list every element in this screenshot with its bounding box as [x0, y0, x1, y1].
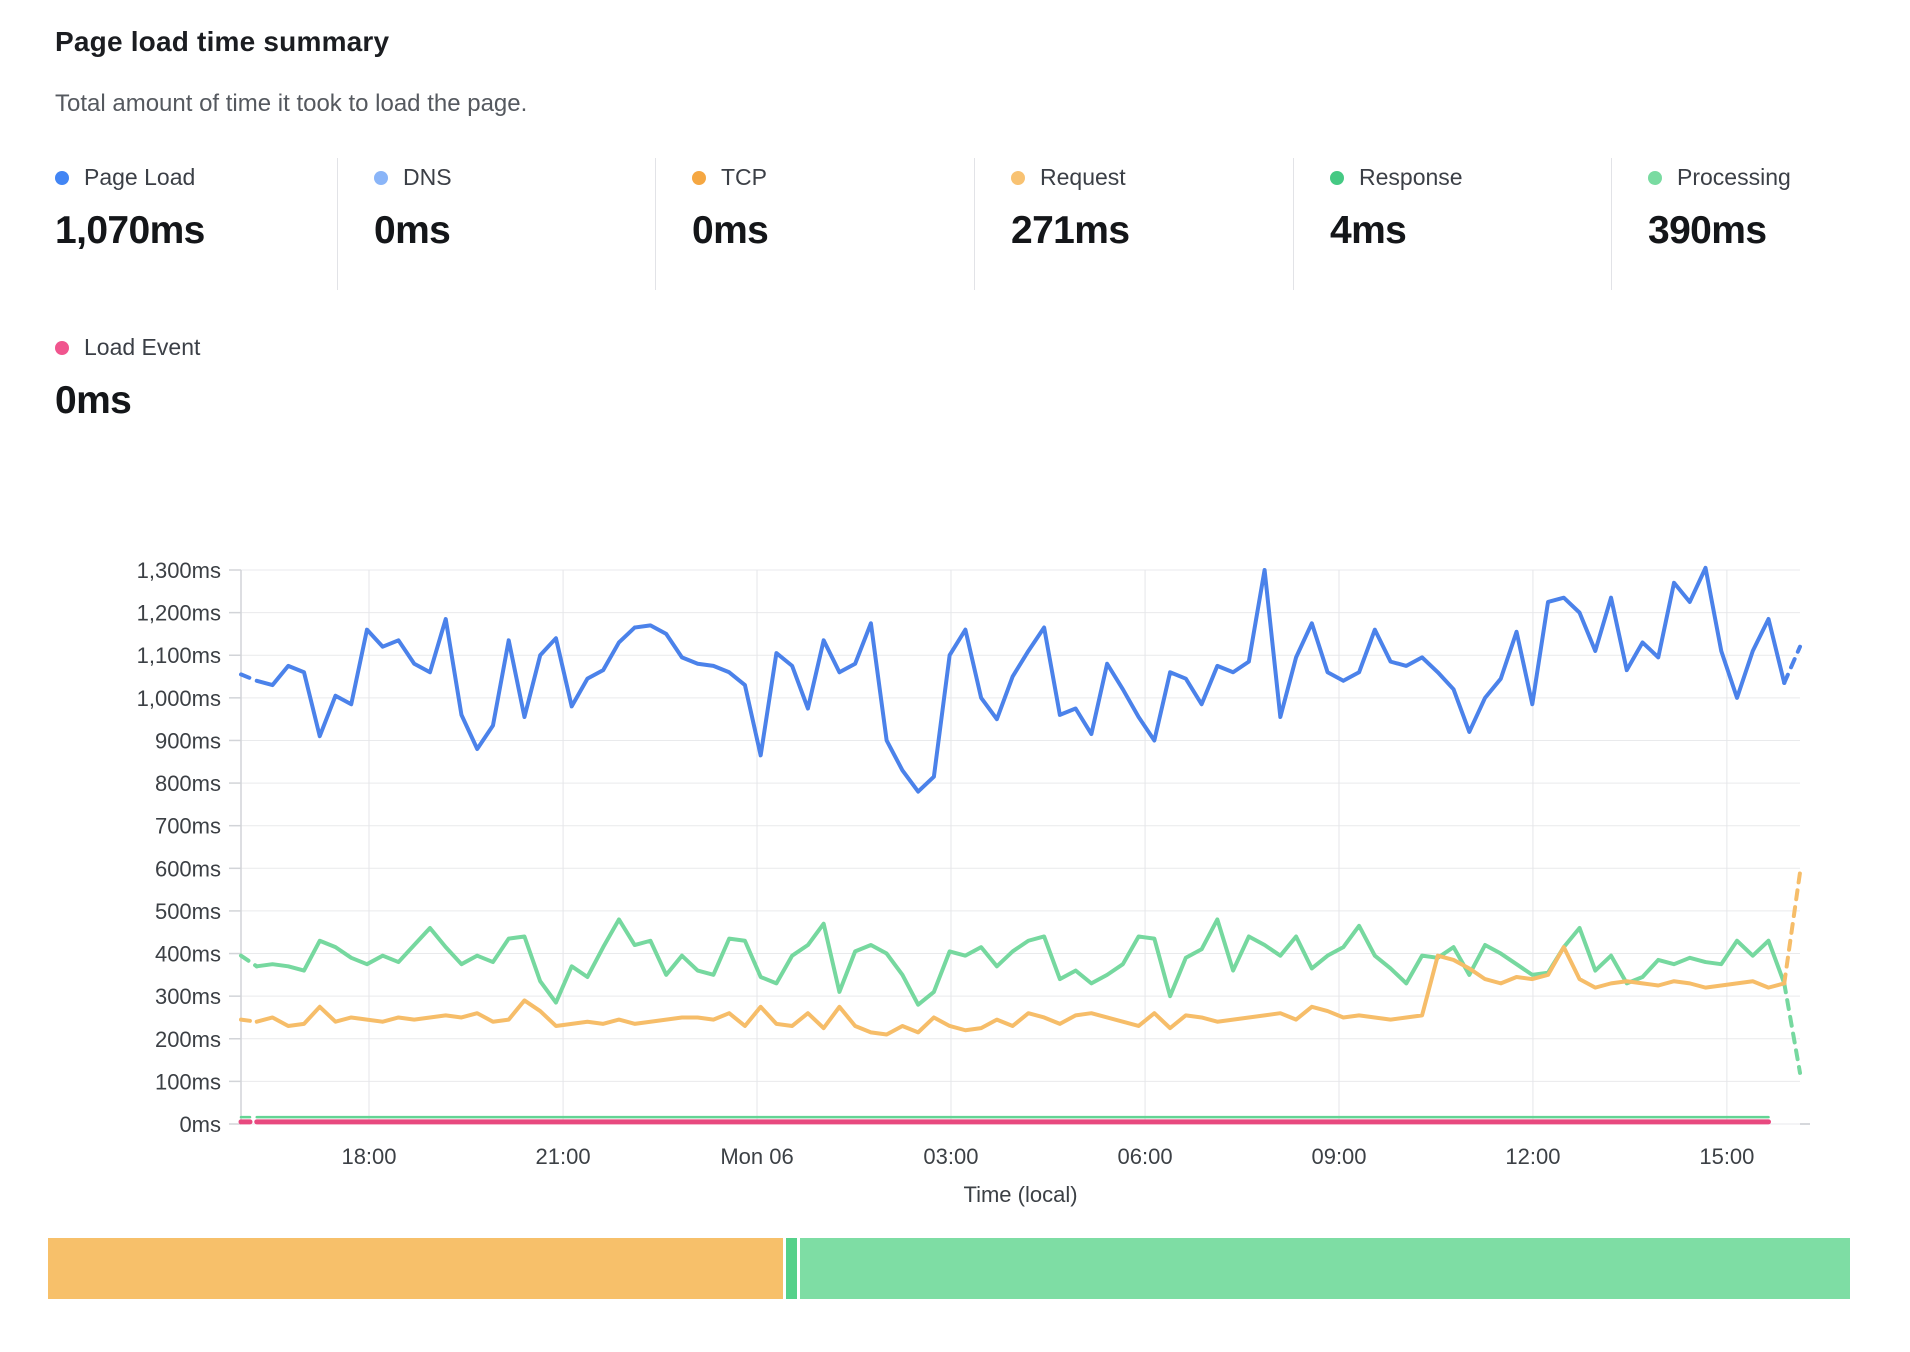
- stat-value-page-load: 1,070ms: [55, 209, 205, 252]
- legend-item-tcp[interactable]: TCP 0ms: [655, 158, 974, 290]
- legend-label: Response: [1359, 164, 1463, 190]
- y-axis-label: 1,300ms: [137, 558, 221, 583]
- request-dot-icon: [1011, 170, 1025, 185]
- legend-label: Load Event: [84, 334, 201, 360]
- stat-value-dns: 0ms: [374, 209, 451, 252]
- y-axis-label: 1,000ms: [137, 686, 221, 711]
- page-load-time-chart[interactable]: 0ms 100ms 200ms 300ms 400ms 500ms 600ms 700ms 80…: [0, 540, 1910, 1230]
- legend-stats-row-2: Load Event 0ms: [55, 328, 200, 460]
- y-axis-label: 600ms: [155, 856, 221, 881]
- stat-value-request: 271ms: [1011, 209, 1130, 252]
- dns-dot-icon: [374, 170, 388, 185]
- legend-label: TCP: [721, 164, 767, 190]
- legend-label: DNS: [403, 164, 452, 190]
- legend-label: Processing: [1677, 164, 1791, 190]
- y-axis-label: 400ms: [155, 942, 221, 967]
- y-axis-label: 1,200ms: [137, 601, 221, 626]
- page-title: Page load time summary: [55, 26, 390, 57]
- bar-segment-processing-share[interactable]: [799, 1238, 1851, 1299]
- processing-line: [254, 917, 1787, 1007]
- request-line-dashed: [239, 1017, 259, 1024]
- page-subtitle: Total amount of time it took to load the…: [55, 90, 528, 117]
- y-axis-label: 500ms: [155, 899, 221, 924]
- bar-segment-request-share[interactable]: [48, 1238, 783, 1299]
- x-axis-label: 12:00: [1505, 1144, 1560, 1169]
- load-event-dot-icon: [55, 340, 69, 355]
- legend-item-request[interactable]: Request 271ms: [974, 158, 1293, 290]
- y-axis-label: 700ms: [155, 814, 221, 839]
- y-axis-label: 900ms: [155, 728, 221, 753]
- stat-value-tcp: 0ms: [692, 209, 769, 252]
- x-axis-label: Mon 06: [720, 1144, 793, 1169]
- x-axis-label: 15:00: [1699, 1144, 1754, 1169]
- x-axis-label: 03:00: [923, 1144, 978, 1169]
- stat-value-processing: 390ms: [1648, 209, 1767, 252]
- legend-label: Page Load: [84, 164, 196, 190]
- page-load-dot-icon: [55, 170, 69, 185]
- y-axis-label: 1,100ms: [137, 643, 221, 668]
- request-line: [254, 945, 1787, 1037]
- x-axis-label: 21:00: [536, 1144, 591, 1169]
- stat-value-response: 4ms: [1330, 209, 1407, 252]
- response-dot-icon: [1330, 170, 1344, 185]
- tcp-dot-icon: [692, 170, 706, 185]
- page-load-line-dashed: [1782, 644, 1802, 685]
- request-line-dashed: [1782, 870, 1802, 986]
- page-load-line-dashed: [239, 672, 259, 683]
- stat-value-load-event: 0ms: [55, 379, 132, 422]
- processing-line-dashed: [239, 953, 259, 969]
- processing-dot-icon: [1648, 170, 1662, 185]
- legend-item-processing[interactable]: Processing 390ms: [1611, 158, 1891, 290]
- bar-segment-response-share[interactable]: [785, 1238, 797, 1299]
- x-axis-title: Time (local): [963, 1182, 1077, 1207]
- y-axis-label: 200ms: [155, 1027, 221, 1052]
- legend-label: Request: [1040, 164, 1126, 190]
- processing-line-dashed: [1782, 981, 1802, 1075]
- y-axis-label: 300ms: [155, 984, 221, 1009]
- y-axis-label: 0ms: [179, 1112, 221, 1137]
- x-axis-label: 06:00: [1118, 1144, 1173, 1169]
- page-load-line: [254, 565, 1787, 794]
- x-axis-label: 18:00: [341, 1144, 396, 1169]
- x-axis-label: 09:00: [1311, 1144, 1366, 1169]
- legend-stats-row: Page Load 1,070ms DNS 0ms TCP 0ms Reques…: [55, 158, 1891, 290]
- legend-item-load-event[interactable]: Load Event 0ms: [55, 328, 200, 460]
- breakdown-bar: [48, 1238, 1856, 1299]
- legend-item-page-load[interactable]: Page Load 1,070ms: [55, 158, 337, 290]
- y-axis-label: 100ms: [155, 1069, 221, 1094]
- legend-item-dns[interactable]: DNS 0ms: [337, 158, 655, 290]
- y-axis-label: 800ms: [155, 771, 221, 796]
- legend-item-response[interactable]: Response 4ms: [1293, 158, 1611, 290]
